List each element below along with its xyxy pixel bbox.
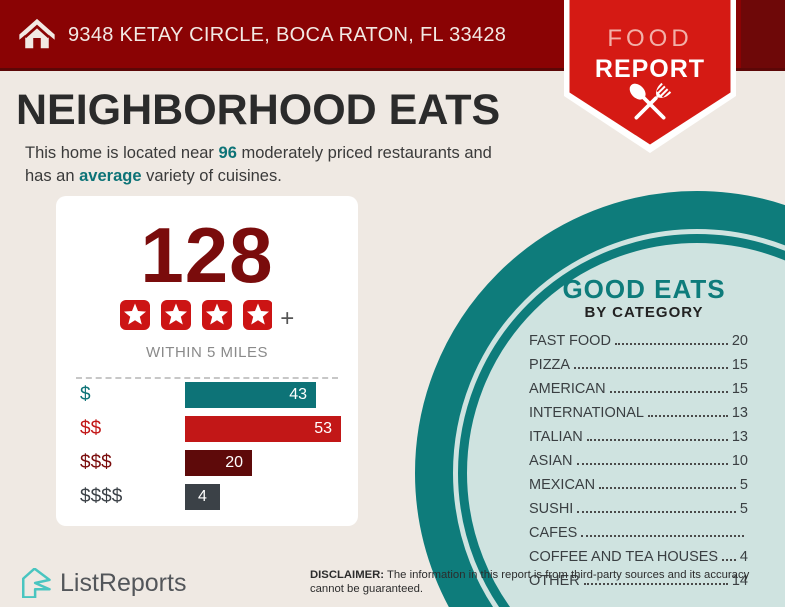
svg-text:REPORT: REPORT <box>595 55 705 83</box>
svg-text:FOOD: FOOD <box>607 25 692 52</box>
